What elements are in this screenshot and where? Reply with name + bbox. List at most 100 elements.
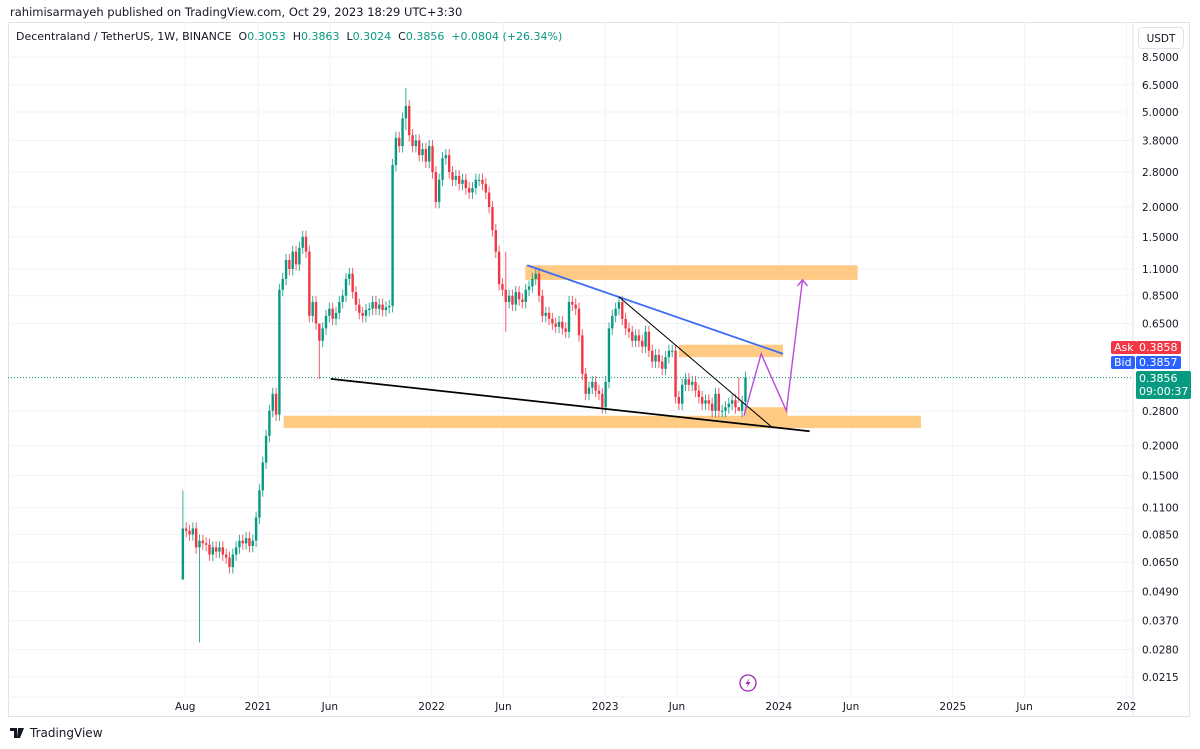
candle-body: [611, 315, 614, 329]
last-price-value: 0.3856: [1139, 372, 1178, 385]
low-label: L: [346, 30, 353, 43]
candle-body: [444, 155, 448, 159]
price-tick-label: 0.2800: [1142, 406, 1179, 418]
price-tick-label: 1.1000: [1142, 264, 1179, 276]
candle-body: [521, 299, 524, 302]
candle-body: [651, 350, 654, 362]
candle-body: [254, 517, 258, 541]
candle-body: [278, 289, 281, 415]
candle-body: [201, 540, 205, 544]
candle-body: [667, 350, 671, 358]
ask-value: 0.3858: [1136, 341, 1181, 354]
candle-body: [437, 179, 441, 202]
candle-body: [374, 301, 378, 309]
candle-body: [358, 304, 361, 313]
candle-body: [461, 179, 464, 184]
candle-body: [371, 301, 374, 309]
candle-body: [657, 354, 661, 362]
price-tick-label: 0.1500: [1142, 471, 1179, 483]
candle-body: [221, 547, 225, 555]
candle-body: [447, 155, 451, 173]
currency-button[interactable]: USDT: [1138, 27, 1184, 49]
candle-body: [507, 295, 511, 302]
candle-body: [484, 183, 487, 193]
candle-body: [308, 251, 311, 316]
candle-body: [188, 530, 191, 535]
candle-body: [697, 390, 701, 397]
candle-body: [534, 273, 537, 279]
candle-body: [384, 307, 388, 311]
candle-body: [504, 289, 507, 302]
candle-body: [647, 331, 651, 351]
time-axis[interactable]: Aug 2021 Jun 2022 Jun 2023 Jun 2024 Jun 2025 Jun 20…: [175, 701, 1136, 713]
candle-body: [720, 410, 724, 412]
candle-body: [268, 410, 271, 436]
time-tick-label: 2022: [418, 701, 445, 713]
high-value: 0.3863: [301, 30, 340, 43]
candle-body: [704, 400, 707, 404]
candles: [181, 88, 747, 643]
price-tick-label: 3.8000: [1142, 135, 1179, 147]
candle-body: [261, 462, 264, 491]
bid-value: 0.3857: [1136, 356, 1181, 369]
candle-body: [617, 301, 621, 309]
open-value: 0.3053: [247, 30, 286, 43]
candle-body: [501, 284, 504, 290]
candle-body: [511, 295, 514, 305]
candle-body: [291, 251, 294, 269]
arrowhead-icon: [796, 278, 809, 287]
last-price-tag: 0.3856 09:00:37: [1136, 371, 1192, 399]
candle-body: [301, 236, 304, 248]
candle-body: [331, 308, 334, 319]
candle-body: [537, 273, 541, 296]
candle-body: [641, 340, 644, 347]
price-tick-label: 0.0650: [1142, 557, 1179, 569]
candle-body: [464, 179, 468, 189]
lightning-icon[interactable]: [739, 674, 757, 692]
candle-body: [597, 390, 601, 394]
candle-body: [471, 188, 474, 193]
candle-body: [564, 328, 567, 332]
close-label: C: [398, 30, 406, 43]
candle-body: [571, 301, 574, 305]
candle-body: [524, 289, 527, 302]
candle-body: [481, 179, 484, 184]
candle-body: [541, 295, 544, 316]
candle-body: [730, 400, 734, 404]
price-tick-label: 8.5000: [1142, 52, 1179, 64]
candle-body: [607, 328, 611, 382]
candle-body: [411, 135, 414, 147]
candle-body: [238, 540, 241, 548]
publisher-line: rahimisarmayeh published on TradingView.…: [10, 5, 463, 19]
supply-demand-zone: [678, 344, 784, 358]
candle-body: [418, 140, 421, 156]
candle-body: [428, 146, 431, 162]
candle-body: [354, 292, 358, 305]
projection-path: [743, 278, 809, 416]
price-axis[interactable]: 8.5000 6.5000 5.0000 3.8000 2.8000 2.0000 1.50…: [1142, 52, 1179, 684]
high-label: H: [292, 30, 301, 43]
price-tick-label: 0.0850: [1142, 529, 1179, 541]
candle-body: [547, 312, 551, 319]
candle-body: [368, 308, 371, 311]
candle-body: [344, 278, 348, 296]
candle-body: [517, 292, 521, 300]
tradingview-logo[interactable]: TradingView: [10, 726, 103, 740]
candle-body: [654, 354, 657, 362]
candle-body: [527, 286, 531, 290]
candle-body: [577, 308, 581, 336]
candle-body: [408, 105, 411, 136]
candle-body: [251, 540, 254, 547]
candle-body: [228, 557, 231, 568]
candle-body: [248, 538, 251, 547]
trendline-line: [618, 296, 774, 429]
candle-body: [338, 301, 341, 313]
candle-body: [567, 301, 571, 332]
candle-body: [581, 335, 584, 374]
price-tick-label: 0.8500: [1142, 291, 1179, 303]
candle-body: [684, 379, 687, 385]
candle-body: [414, 140, 418, 147]
candle-body: [717, 393, 721, 411]
symbol-name: Decentraland / TetherUS, 1W, BINANCE: [16, 30, 232, 43]
